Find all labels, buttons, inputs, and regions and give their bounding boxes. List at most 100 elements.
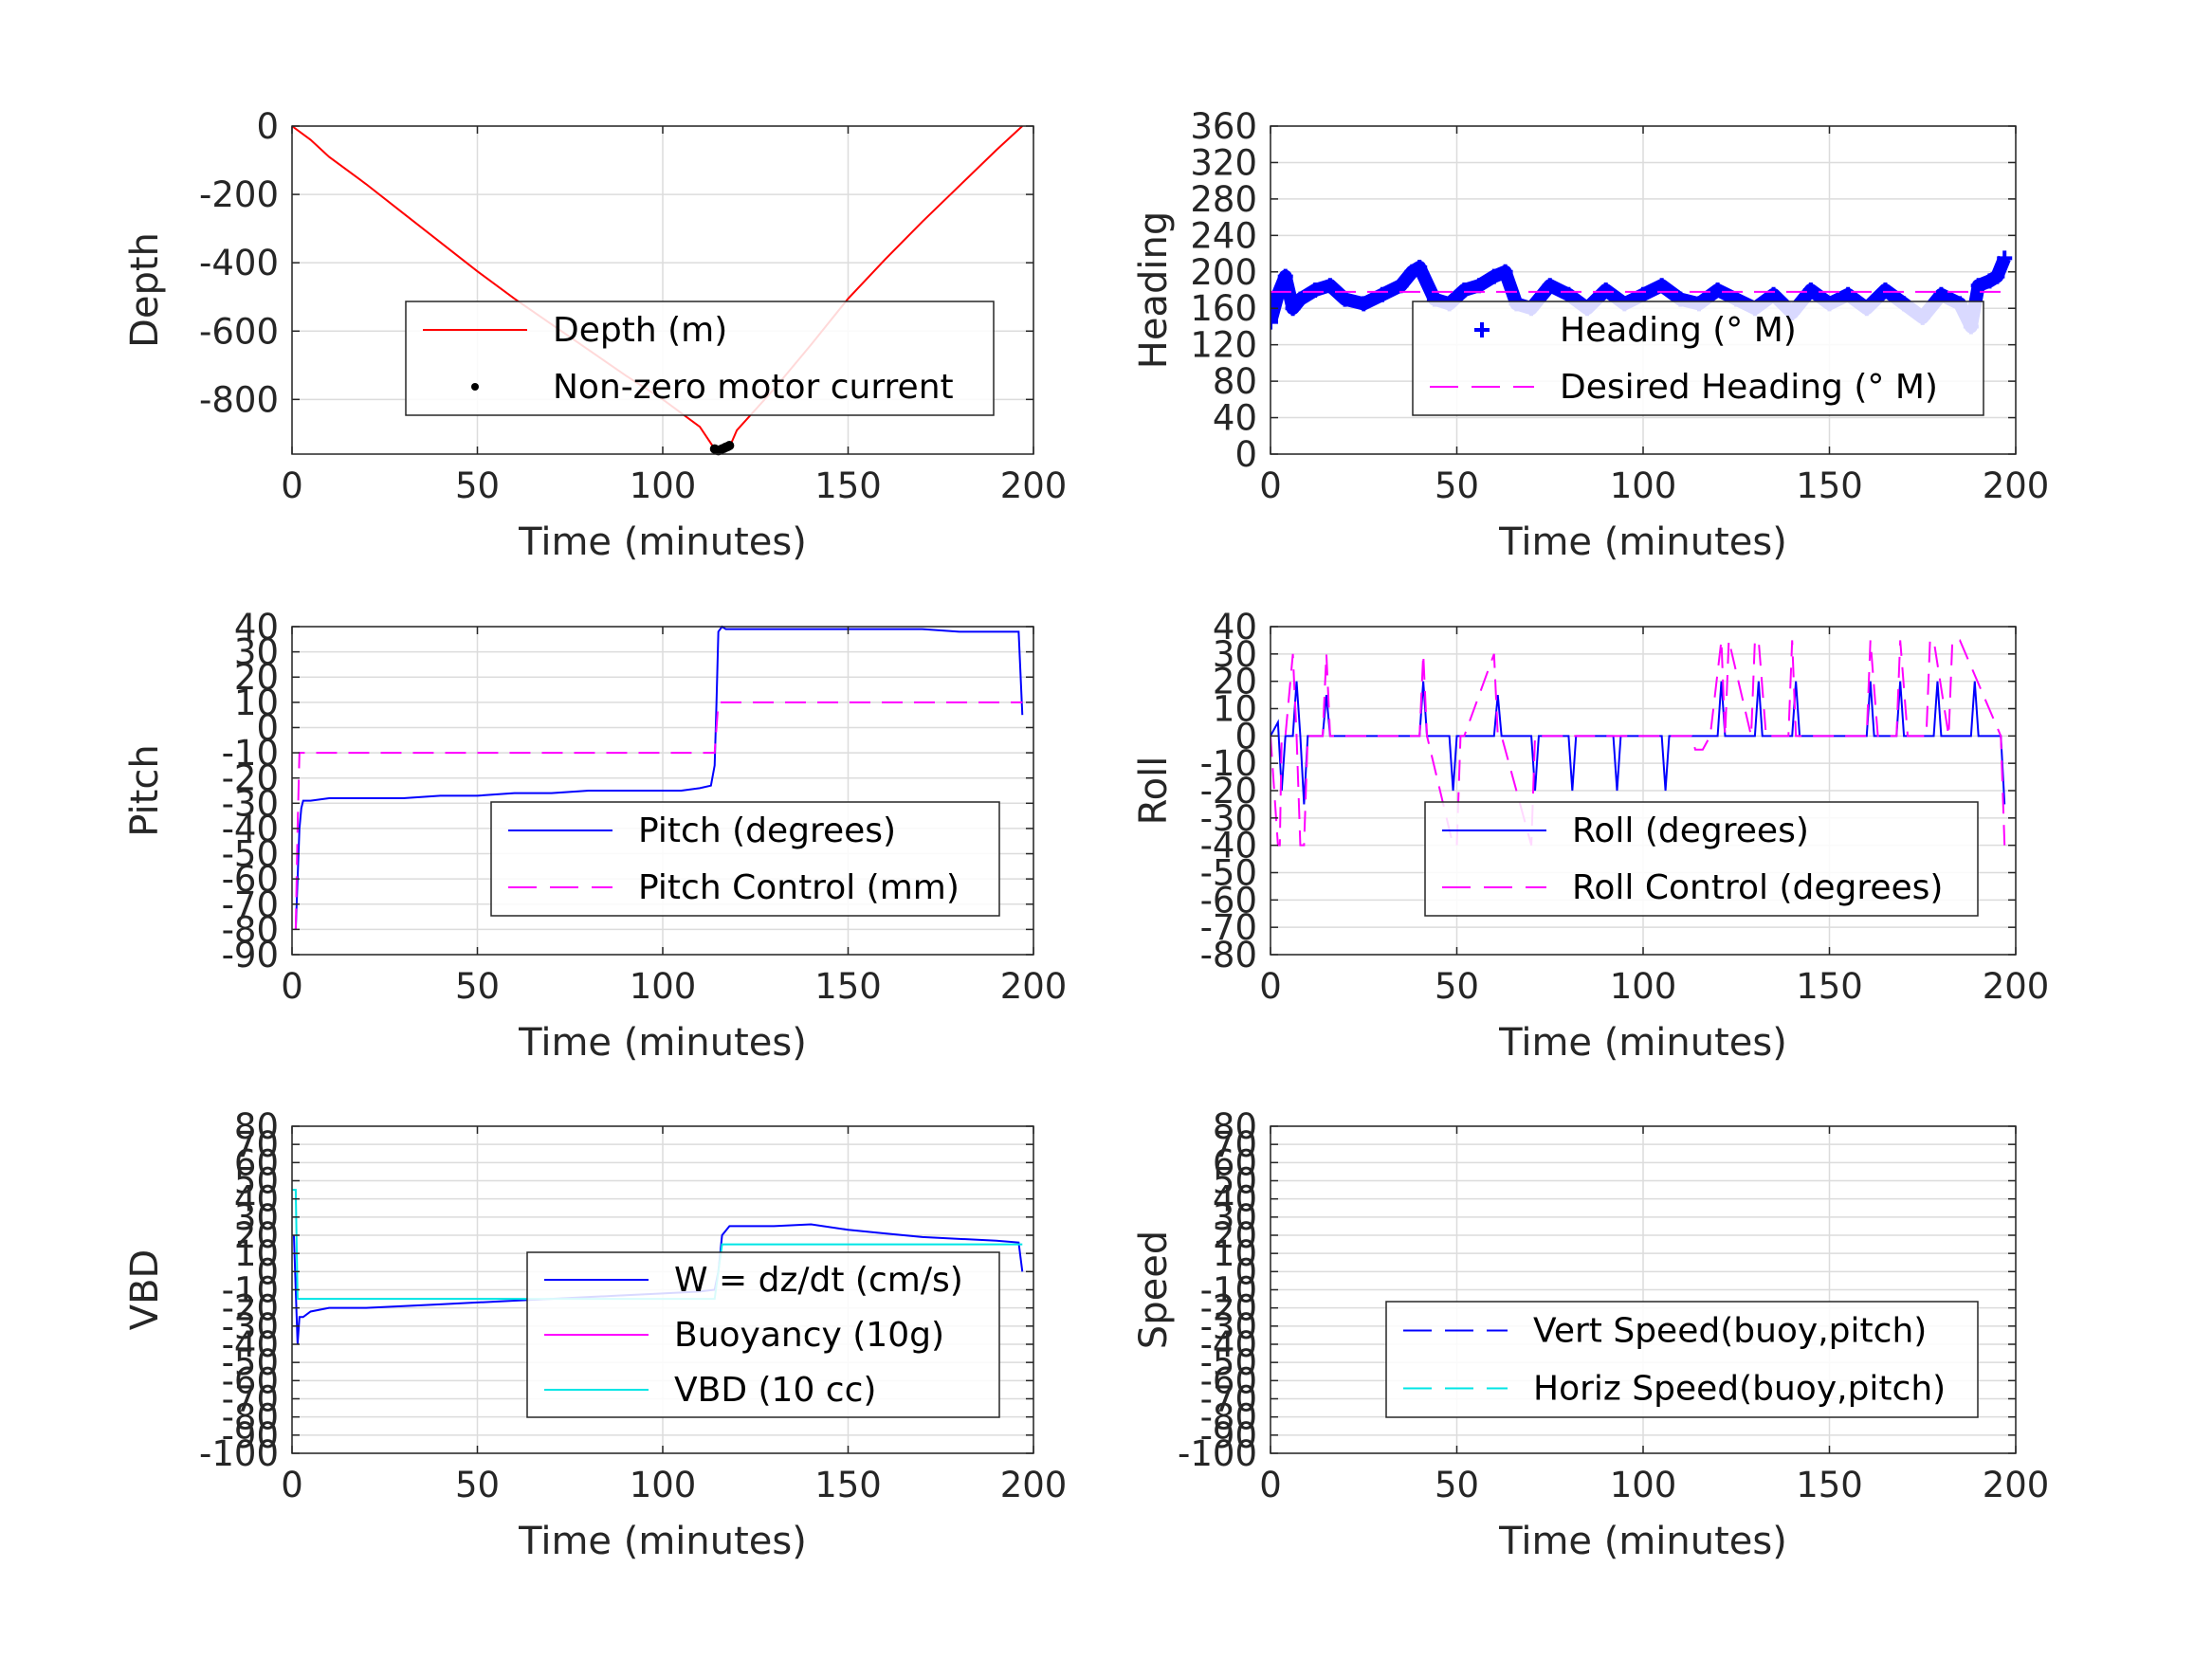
y-tick-label: -90 bbox=[222, 1415, 279, 1456]
y-tick-label: 200 bbox=[1190, 252, 1257, 293]
x-tick-label: 0 bbox=[281, 1465, 303, 1505]
x-tick-label: 50 bbox=[455, 465, 500, 506]
y-tick-label: -80 bbox=[222, 1397, 279, 1438]
series-roll-control-degrees bbox=[1271, 639, 2006, 847]
x-tick-label: 50 bbox=[1435, 465, 1479, 506]
legend-label: Depth (m) bbox=[553, 311, 727, 350]
x-tick-label: 100 bbox=[630, 465, 697, 506]
y-tick-label: -70 bbox=[1200, 907, 1257, 948]
x-tick-label: 100 bbox=[630, 1465, 697, 1505]
y-tick-label: 40 bbox=[1213, 1179, 1257, 1220]
x-tick-label: 0 bbox=[1259, 465, 1282, 506]
legend: Roll (degrees) Roll Control (degrees) bbox=[1424, 801, 1979, 917]
y-tick-label: -10 bbox=[222, 1270, 279, 1311]
data-point bbox=[724, 440, 735, 450]
y-tick-label: -20 bbox=[1200, 1288, 1257, 1329]
y-tick-label: 40 bbox=[1213, 398, 1257, 439]
y-tick-label: 40 bbox=[1213, 607, 1257, 647]
y-tick-label: -60 bbox=[222, 859, 279, 900]
y-axis-label: Roll bbox=[1132, 757, 1176, 826]
series-roll-degrees bbox=[1271, 681, 2006, 805]
x-tick-label: 200 bbox=[1000, 465, 1068, 506]
x-axis-label: Time (minutes) bbox=[518, 520, 807, 564]
x-tick-label: 50 bbox=[1435, 966, 1479, 1007]
y-tick-label: 10 bbox=[234, 683, 279, 723]
y-tick-label: -40 bbox=[222, 809, 279, 849]
y-tick-label: -30 bbox=[222, 1306, 279, 1347]
y-tick-label: 20 bbox=[1213, 1215, 1257, 1256]
y-tick-label: -400 bbox=[199, 243, 279, 283]
series-pitch-control-mm bbox=[294, 701, 1023, 930]
y-axis-label: Speed bbox=[1132, 1231, 1176, 1349]
y-tick-label: 0 bbox=[256, 1251, 279, 1292]
x-tick-label: 150 bbox=[814, 1465, 882, 1505]
x-axis-label: Time (minutes) bbox=[1498, 1021, 1787, 1065]
y-tick-label: 60 bbox=[234, 1142, 279, 1183]
x-tick-label: 150 bbox=[1796, 465, 1863, 506]
y-tick-label: -80 bbox=[1200, 1397, 1257, 1438]
legend-box bbox=[1424, 801, 1979, 917]
x-tick-label: 200 bbox=[1000, 1465, 1068, 1505]
legend: Depth (m) Non-zero motor current bbox=[405, 301, 995, 416]
x-tick-label: 0 bbox=[1259, 966, 1282, 1007]
legend-label: Roll (degrees) bbox=[1572, 811, 1809, 850]
y-tick-label: -30 bbox=[222, 783, 279, 824]
y-tick-label: 280 bbox=[1190, 179, 1257, 220]
x-tick-label: 100 bbox=[1610, 1465, 1677, 1505]
y-tick-label: -50 bbox=[1200, 853, 1257, 894]
y-tick-label: 80 bbox=[1213, 361, 1257, 402]
y-tick-label: -40 bbox=[1200, 826, 1257, 866]
legend-label: Horiz Speed(buoy,pitch) bbox=[1533, 1370, 1946, 1409]
x-tick-label: 50 bbox=[455, 1465, 500, 1505]
y-tick-label: 20 bbox=[234, 1215, 279, 1256]
y-tick-label: 320 bbox=[1190, 142, 1257, 183]
legend-label: Roll Control (degrees) bbox=[1572, 868, 1943, 907]
legend-label: Heading (° M) bbox=[1560, 311, 1797, 350]
y-tick-label: 10 bbox=[1213, 1233, 1257, 1274]
y-tick-label: 0 bbox=[1234, 1251, 1257, 1292]
series-pitch-degrees bbox=[294, 625, 1024, 930]
x-tick-label: 200 bbox=[1000, 966, 1068, 1007]
x-tick-label: 50 bbox=[455, 966, 500, 1007]
x-axis-label: Time (minutes) bbox=[518, 1021, 807, 1065]
y-tick-label: -20 bbox=[222, 758, 279, 799]
x-tick-label: 150 bbox=[814, 966, 882, 1007]
y-tick-label: 360 bbox=[1190, 106, 1257, 147]
y-tick-label: 0 bbox=[1234, 434, 1257, 475]
x-tick-label: 200 bbox=[1983, 1465, 2050, 1505]
x-tick-label: 150 bbox=[1796, 1465, 1863, 1505]
y-tick-label: -60 bbox=[1200, 880, 1257, 921]
y-tick-label: -200 bbox=[199, 174, 279, 215]
subplot-vbd: 0 50 100 150 20080706050403020100-10-20-30-4… bbox=[123, 1106, 1067, 1563]
y-tick-label: -30 bbox=[1200, 798, 1257, 839]
legend-marker bbox=[1474, 322, 1490, 337]
y-tick-label: 80 bbox=[234, 1106, 279, 1147]
y-tick-label: 40 bbox=[234, 1179, 279, 1220]
legend-label: W = dz/dt (cm/s) bbox=[674, 1261, 963, 1300]
legend-label: VBD (10 cc) bbox=[674, 1371, 876, 1410]
x-tick-label: 100 bbox=[1610, 966, 1677, 1007]
y-tick-label: -60 bbox=[222, 1360, 279, 1401]
legend-label: Buoyancy (10g) bbox=[674, 1316, 944, 1355]
y-tick-label: 10 bbox=[1213, 689, 1257, 730]
legend-box bbox=[1385, 1301, 1979, 1418]
y-tick-label: 70 bbox=[1213, 1124, 1257, 1165]
y-tick-label: -20 bbox=[1200, 771, 1257, 811]
x-tick-label: 200 bbox=[1983, 465, 2050, 506]
x-tick-label: 50 bbox=[1435, 1465, 1479, 1505]
x-tick-label: 0 bbox=[281, 966, 303, 1007]
y-tick-label: 120 bbox=[1190, 325, 1257, 366]
legend-label: Pitch Control (mm) bbox=[638, 868, 960, 907]
y-tick-label: 240 bbox=[1190, 215, 1257, 256]
y-tick-label: -20 bbox=[222, 1288, 279, 1329]
legend: Pitch (degrees) Pitch Control (mm) bbox=[490, 801, 1000, 917]
legend-box bbox=[405, 301, 995, 416]
x-tick-label: 200 bbox=[1983, 966, 2050, 1007]
y-tick-label: 60 bbox=[1213, 1142, 1257, 1183]
y-tick-label: -40 bbox=[222, 1324, 279, 1365]
y-tick-label: 50 bbox=[234, 1161, 279, 1202]
y-tick-label: -10 bbox=[1200, 743, 1257, 784]
y-axis-label: Heading bbox=[1132, 211, 1176, 369]
series-depth-m bbox=[292, 125, 1023, 450]
